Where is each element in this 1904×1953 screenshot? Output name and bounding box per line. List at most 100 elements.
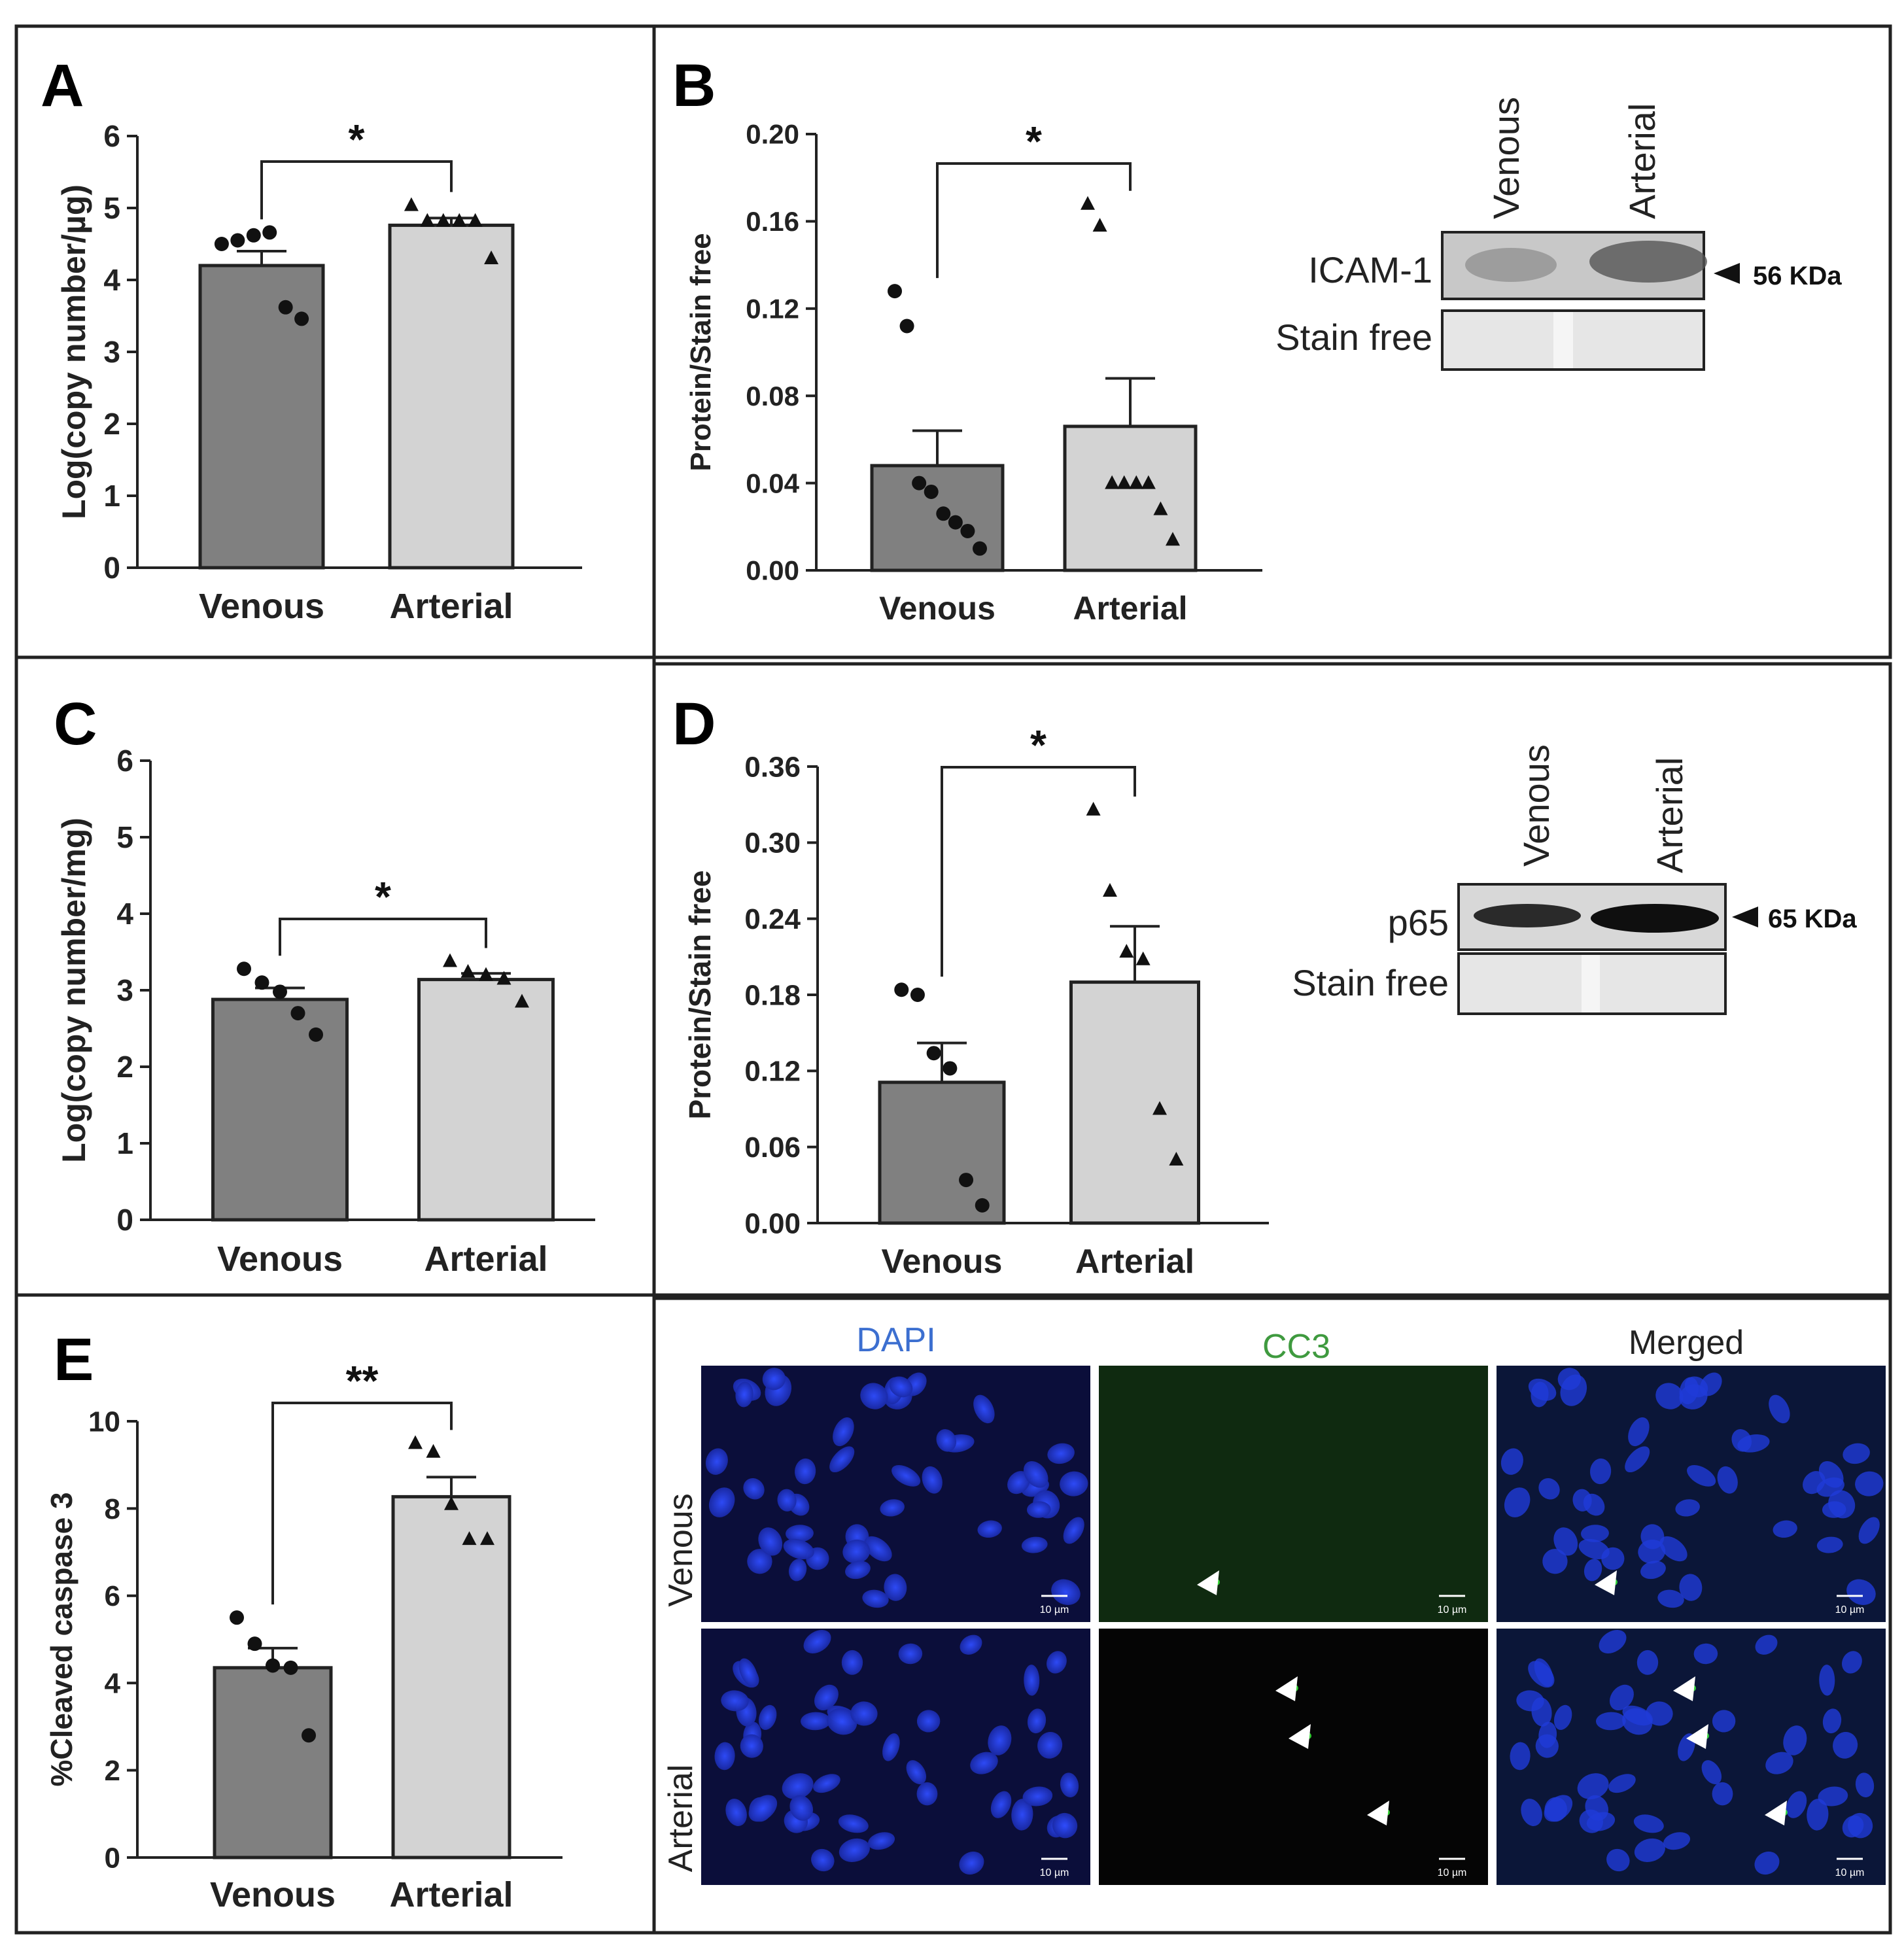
nucleus [891,1465,921,1487]
category-label-arterial: Arterial [1073,590,1187,627]
western-blot-p65: Venous Arterial p65 Stain free 65 KDa [1292,744,1857,1015]
nucleus [1755,1634,1778,1655]
nucleus [1783,1725,1807,1755]
data-point-arterial [1092,218,1107,232]
blot-band-arterial [1591,904,1719,933]
nucleus [1589,1458,1612,1485]
nucleus [1572,1489,1592,1512]
micrograph-tile: 10 µm [1099,1629,1488,1885]
nucleus [1634,1838,1665,1862]
nucleus [1712,1710,1736,1733]
significance-stars: * [375,873,391,920]
data-point-venous [943,1061,958,1076]
nucleus [1638,1539,1666,1564]
data-point-arterial [462,1531,477,1546]
scale-bar-label: 10 µm [1040,1867,1069,1878]
nucleus [1842,1651,1862,1674]
data-point-venous [975,1198,990,1213]
micrograph-tile: 10 µm [1497,1629,1886,1885]
nucleus [758,1704,777,1730]
nucleus [1609,1684,1634,1711]
blot-band-arterial [1589,241,1707,283]
nucleus [841,1650,863,1675]
nucleus [811,1848,835,1872]
micrograph-background [1099,1629,1488,1885]
micrograph-background [1099,1366,1488,1622]
category-label-venous: Venous [882,1243,1003,1281]
nucleus [1807,1799,1829,1831]
nucleus [1855,1471,1884,1496]
arrowhead-icon [1367,1801,1389,1825]
y-tick-label: 6 [105,1580,120,1612]
nucleus [1595,1712,1626,1731]
y-axis-label: %Cleaved caspase 3 [44,1492,78,1786]
nucleus [1712,1782,1733,1806]
nucleus [1765,1752,1793,1774]
nucleus [977,1520,1002,1538]
nucleus [1557,1368,1581,1391]
data-point-venous [936,506,951,521]
nucleus [889,1376,913,1398]
scale-bar-label: 10 µm [1835,1867,1865,1878]
significance-bracket [279,918,487,956]
nucleus [1535,1734,1559,1758]
data-point-venous [948,515,963,530]
data-point-arterial [1119,944,1134,958]
nucleus [1007,1471,1030,1495]
data-point-venous [214,237,229,251]
nucleus [813,1774,840,1793]
nucleus [1608,1774,1636,1793]
category-label-venous: Venous [210,1875,336,1914]
data-point-arterial [1152,1101,1168,1115]
blot-lane-gap [1582,955,1600,1012]
y-tick-label: 0 [103,551,120,585]
data-point-arterial [1102,883,1117,897]
blot-band-label-p65: p65 [1388,902,1449,943]
data-point-venous [246,228,261,243]
nucleus [1684,1376,1708,1398]
row-label-arterial: Arterial [662,1765,700,1873]
nucleus [1578,1538,1610,1560]
y-tick-label: 6 [116,744,133,778]
nucleus [1717,1466,1738,1494]
data-point-venous [230,233,245,248]
nucleus [1858,1517,1880,1544]
micrograph-tile: 10 µm [701,1629,1090,1885]
nucleus [1544,1795,1573,1822]
nucleus [1510,1742,1531,1771]
nucleus [1769,1394,1790,1424]
nucleus [1803,1471,1826,1495]
y-tick-label: 0.20 [746,119,799,150]
data-point-arterial [1166,532,1180,546]
data-point-arterial [468,213,483,227]
nucleus [827,1708,857,1735]
bar-arterial [388,223,515,570]
nucleus [1580,1525,1609,1542]
data-point-venous [924,484,939,499]
category-label-arterial: Arterial [389,1875,513,1914]
nucleus [814,1684,839,1711]
significance-stars: * [349,116,365,163]
y-axis-label: Log(copy number/µg) [56,184,92,519]
y-tick-label: 8 [105,1493,120,1525]
nucleus [1538,1478,1560,1500]
y-tick-label: 5 [103,191,120,225]
nucleus [1599,1630,1627,1653]
nucleus [705,1448,728,1475]
significance-stars: * [1026,118,1042,165]
y-tick-label: 0.18 [744,979,801,1011]
y-tick-label: 0.00 [746,555,799,586]
nucleus [959,1851,984,1875]
micrograph-tile: 10 µm [1099,1366,1488,1622]
arrowhead-icon [1673,1676,1695,1701]
y-tick-label: 0.06 [744,1132,801,1164]
y-tick-label: 1 [103,479,120,513]
blot-lane-label-venous: Venous [1515,744,1557,867]
data-point-arterial [480,1531,494,1546]
nucleus [758,1527,783,1556]
significance-bracket [260,160,453,220]
micrograph-tile: 10 µm [1497,1366,1886,1622]
nucleus [922,1466,943,1494]
arrowhead-icon [1765,1801,1787,1825]
data-point-arterial [452,213,467,227]
